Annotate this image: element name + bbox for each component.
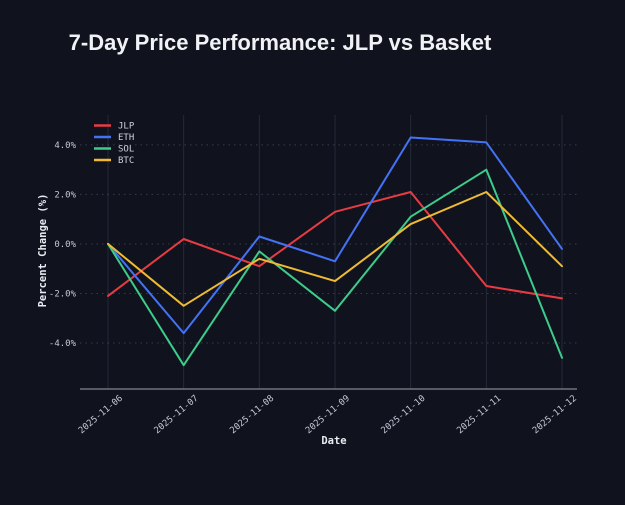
x-tick-label: 2025-11-12 [531,394,579,436]
legend-item-sol: SOL [94,145,134,155]
legend-item-jlp: JLP [94,122,135,132]
series-line-btc [107,191,563,307]
x-tick-label: 2025-11-10 [380,394,428,436]
x-tick-label: 2025-11-06 [77,394,125,436]
series-line-eth [107,136,563,335]
legend-label: JLP [118,122,135,132]
chart-title: 7-Day Price Performance: JLP vs Basket [69,30,492,55]
x-tick-label: 2025-11-09 [304,394,352,436]
legend-item-eth: ETH [94,133,134,143]
series-line-sol [107,168,563,367]
y-tick-label: 4.0% [54,141,76,151]
legend-label: ETH [118,133,134,143]
legend-item-btc: BTC [94,156,134,166]
x-tick-label: 2025-11-07 [153,394,201,436]
plot-area: 4.0% 2.0% 0.0% -2.0% -4.0% 2025-11-06 2025-11-… [49,115,579,436]
y-tick-label: -2.0% [49,289,77,299]
legend-label: BTC [118,156,134,166]
legend-label: SOL [118,145,134,155]
x-tick-label: 2025-11-11 [455,394,503,436]
y-axis-label: Percent Change (%) [37,194,49,308]
x-tick-label: 2025-11-08 [228,394,276,436]
series-line-jlp [107,191,563,300]
y-tick-label: 2.0% [54,190,76,200]
y-tick-label: -4.0% [49,339,77,349]
x-axis-label: Date [321,435,346,447]
y-tick-label: 0.0% [54,240,76,250]
